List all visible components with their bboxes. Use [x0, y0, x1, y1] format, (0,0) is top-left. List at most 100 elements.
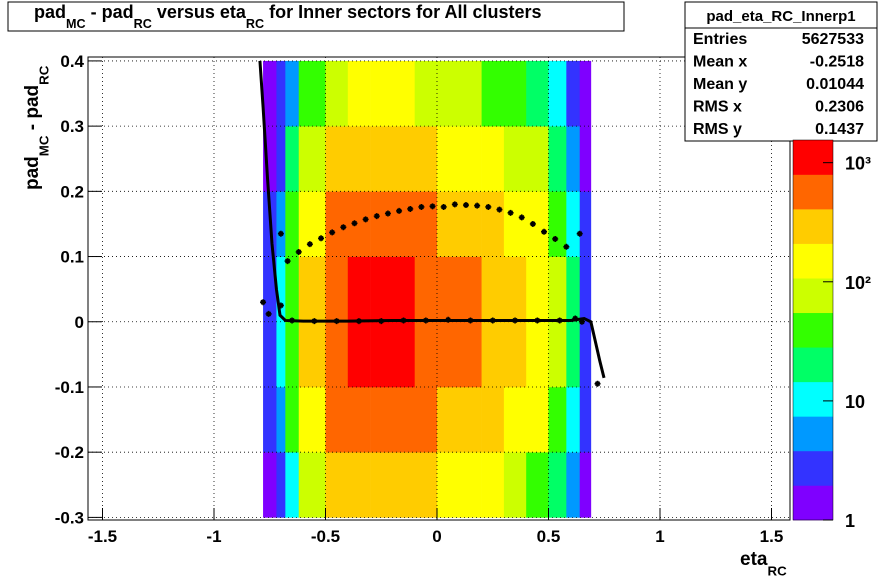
colorbar-tick-label: 1: [845, 511, 855, 531]
heat-cell: [263, 60, 277, 127]
marker: [541, 228, 548, 235]
heat-cell: [436, 60, 460, 127]
colorbar-tick-label: 10: [845, 392, 865, 412]
marker: [429, 203, 436, 210]
marker: [295, 248, 302, 255]
colorbar-tick-label: 10²: [845, 273, 871, 293]
title-box: [7, 1, 625, 32]
text-part: pad: [34, 2, 66, 22]
marker: [277, 230, 284, 237]
heat-cell: [503, 321, 527, 388]
heat-cell: [285, 191, 300, 257]
heat-cell: [347, 60, 371, 127]
heat-cell: [579, 60, 592, 127]
stats-value: 5627533: [802, 31, 864, 48]
heat-cell: [276, 452, 286, 518]
marker: [384, 210, 391, 217]
marker: [552, 235, 559, 242]
heat-cell: [548, 126, 567, 192]
y-tick-label: 0.3: [60, 117, 84, 136]
heat-cell: [503, 452, 527, 518]
text-part: versus eta: [152, 2, 247, 22]
x-tick-label: -1.5: [88, 527, 117, 546]
marker: [396, 207, 403, 214]
heat-cell: [566, 452, 581, 518]
heat-cell: [503, 126, 527, 192]
subscript: RC: [767, 563, 787, 578]
colorbar-band: [793, 243, 833, 279]
stats-value: -0.2518: [810, 54, 864, 71]
heat-cell: [347, 321, 371, 388]
heat-cell: [392, 386, 415, 453]
heat-cell: [566, 256, 581, 323]
marker: [284, 258, 291, 265]
heat-cell: [481, 256, 505, 323]
heat-cell: [298, 126, 326, 192]
subscript: MC: [36, 135, 51, 156]
heat-cell: [298, 321, 326, 388]
heat-cell: [414, 126, 438, 192]
stats-label: RMS y: [693, 121, 742, 138]
marker: [440, 203, 447, 210]
y-tick-label: -0.1: [55, 378, 84, 397]
subscript: RC: [36, 65, 51, 85]
marker: [351, 220, 358, 227]
heat-cell: [392, 452, 415, 518]
stats-label: Mean x: [693, 54, 747, 71]
heat-cell: [481, 60, 505, 127]
heat-cell: [285, 256, 300, 323]
colorbar-band: [793, 312, 833, 348]
heat-cell: [548, 60, 567, 127]
y-tick-label: 0: [75, 313, 84, 332]
heat-cell: [298, 256, 326, 323]
marker: [265, 310, 272, 317]
heat-cell: [436, 126, 460, 192]
marker: [318, 235, 325, 242]
heat-cell: [370, 386, 393, 453]
heat-cell: [579, 321, 592, 388]
marker: [563, 243, 570, 250]
y-tick-label: -0.2: [55, 443, 84, 462]
heat-cell: [481, 191, 505, 257]
heat-cell: [325, 386, 349, 453]
marker: [418, 203, 425, 210]
heat-cell: [276, 60, 286, 127]
colorbar-band: [793, 450, 833, 486]
marker: [340, 224, 347, 231]
stats-value: 0.01044: [806, 76, 864, 93]
heat-cell: [263, 256, 277, 323]
marker: [576, 230, 583, 237]
heat-cell: [414, 60, 438, 127]
heat-cell: [566, 321, 581, 388]
heat-cell: [276, 126, 286, 192]
marker: [362, 216, 369, 223]
heat-cell: [503, 191, 527, 257]
text-part: for Inner sectors for All clusters: [264, 2, 541, 22]
heat-cell: [392, 256, 415, 323]
x-tick-label: -1: [206, 527, 221, 546]
colorbar-band: [793, 209, 833, 244]
marker: [474, 202, 481, 209]
heat-cell: [481, 386, 505, 453]
heat-cell: [526, 191, 549, 257]
heat-cell: [481, 321, 505, 388]
heat-cell: [370, 60, 393, 127]
x-tick-label: -0.5: [311, 527, 340, 546]
marker: [485, 203, 492, 210]
heat-cell: [459, 191, 482, 257]
heat-cell: [392, 60, 415, 127]
heat-cell: [370, 126, 393, 192]
heat-cell: [481, 126, 505, 192]
heat-cell: [566, 126, 581, 192]
heat-cell: [459, 60, 482, 127]
heat-cell: [392, 126, 415, 192]
marker: [306, 241, 313, 248]
marker: [329, 229, 336, 236]
marker: [260, 299, 267, 306]
heat-cell: [579, 386, 592, 453]
plot-frame: [87, 56, 791, 521]
heat-cell: [548, 256, 567, 323]
heat-cell: [481, 452, 505, 518]
heat-cell: [325, 191, 349, 257]
heat-cell: [298, 452, 326, 518]
